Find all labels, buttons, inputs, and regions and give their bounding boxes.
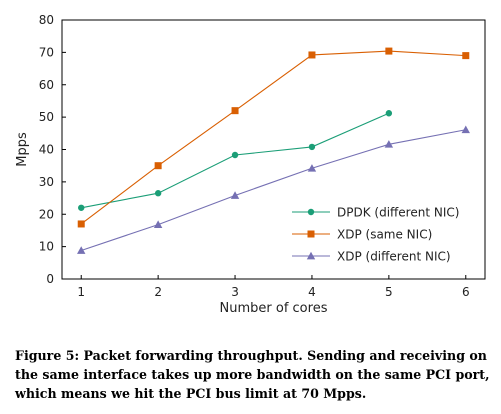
chart: 0 10 20 30 40 50 60 70 80 1 2 3 4 5 6 Mpps Number of … <box>15 13 486 316</box>
y-tick-label: 10 <box>39 240 54 254</box>
series-0 <box>78 110 393 211</box>
legend-item: XDP (different NIC) <box>292 250 451 264</box>
legend-item: DPDK (different NIC) <box>292 206 459 220</box>
y-axis-label: Mpps <box>15 132 30 167</box>
data-point <box>462 52 470 60</box>
x-tick-label: 4 <box>308 285 316 299</box>
data-point <box>308 143 316 151</box>
y-axis-ticks: 0 10 20 30 40 50 60 70 80 <box>39 13 66 286</box>
y-tick-label: 60 <box>39 78 54 92</box>
data-point <box>154 190 162 197</box>
data-point <box>153 220 163 228</box>
data-point <box>230 191 240 199</box>
data-point <box>77 246 86 254</box>
x-tick-label: 1 <box>77 285 85 299</box>
data-point <box>77 220 85 228</box>
y-tick-label: 80 <box>39 13 54 27</box>
data-point <box>384 140 394 148</box>
y-tick-label: 30 <box>39 175 54 189</box>
y-tick-label: 40 <box>39 143 54 157</box>
y-tick-label: 0 <box>46 272 54 286</box>
legend: DPDK (different NIC) XDP (same NIC) XDP (d… <box>292 206 459 264</box>
y-tick-label: 20 <box>39 207 54 221</box>
legend-label: DPDK (different NIC) <box>337 206 459 220</box>
data-point <box>307 164 317 172</box>
series-1 <box>77 47 470 228</box>
legend-label: XDP (different NIC) <box>337 250 451 264</box>
legend-marker <box>307 208 315 216</box>
data-point <box>154 162 162 170</box>
data-point <box>78 204 85 211</box>
series-line <box>81 129 466 252</box>
x-tick-label: 5 <box>385 285 393 299</box>
x-tick-label: 2 <box>154 285 162 299</box>
legend-marker <box>307 230 315 238</box>
data-point <box>461 125 470 134</box>
y-tick-label: 70 <box>39 45 54 59</box>
x-tick-label: 3 <box>231 285 239 299</box>
series-group <box>77 47 470 254</box>
x-axis-ticks: 1 2 3 4 5 6 <box>77 275 470 299</box>
legend-label: XDP (same NIC) <box>337 228 432 242</box>
x-axis-label: Number of cores <box>220 301 328 316</box>
legend-item: XDP (same NIC) <box>292 228 432 242</box>
series-2 <box>77 125 470 254</box>
data-point <box>385 110 393 117</box>
x-tick-label: 6 <box>462 285 470 299</box>
y-tick-label: 50 <box>39 110 54 124</box>
data-point <box>308 51 316 59</box>
series-line <box>80 50 466 225</box>
figure-caption: Figure 5: Packet forwarding throughput. … <box>15 348 490 401</box>
data-point <box>385 47 393 55</box>
data-point <box>231 151 239 159</box>
data-point <box>231 107 239 115</box>
legend-marker <box>306 251 316 260</box>
